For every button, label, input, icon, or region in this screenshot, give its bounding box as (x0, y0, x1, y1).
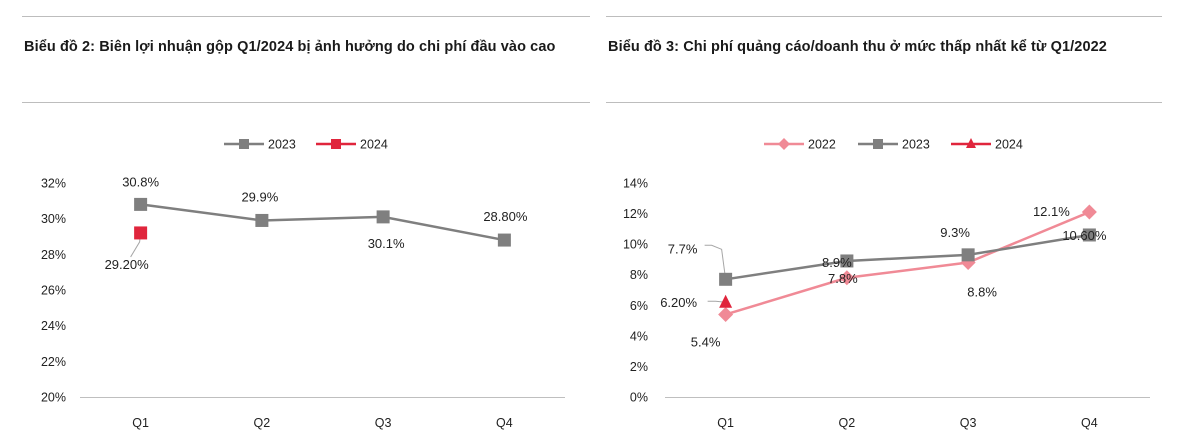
chart3-series-line-2022 (725, 210, 1090, 316)
chart2-point-2023 (255, 213, 269, 227)
chart2-y-tick-label: 26% (41, 284, 66, 298)
chart3-legend-marker-2023 (873, 139, 883, 149)
chart2-legend-marker-2024 (331, 139, 341, 149)
chart2-legend-marker-2023 (239, 139, 249, 149)
chart3-data-label-2023: 8.9% (822, 255, 852, 270)
chart3-data-label-2022: 7.8% (828, 271, 858, 286)
chart2-y-tick-label: 22% (41, 355, 66, 369)
chart2-title: Biểu đồ 2: Biên lợi nhuận gộp Q1/2024 bị… (24, 39, 556, 55)
chart2-point-2023 (134, 197, 148, 211)
chart3-legend-marker-2024 (966, 138, 976, 148)
chart2-series-line-2023 (140, 203, 505, 242)
chart3-data-label-2023: 10.60% (1062, 228, 1107, 243)
chart2-y-tick-label: 30% (41, 212, 66, 226)
chart3-y-tick-label: 6% (630, 299, 648, 313)
chart3-y-tick-label: 14% (623, 177, 648, 191)
chart3-legend-label-2022: 2022 (808, 138, 836, 152)
chart3-point-2023 (961, 248, 975, 262)
chart2-point-2024 (134, 226, 148, 240)
chart3-point-2022 (1081, 204, 1097, 220)
chart2-point-2023 (376, 210, 390, 224)
chart3-data-label-2023: 9.3% (940, 225, 970, 240)
chart2-point-2023 (497, 233, 511, 247)
chart3-title: Biểu đồ 3: Chi phí quảng cáo/doanh thu ở… (608, 39, 1107, 55)
chart2-data-label-2023: 30.1% (368, 236, 405, 251)
chart2-y-tick-label: 20% (41, 391, 66, 405)
title-rule-left (22, 102, 590, 103)
chart3-legend-marker-2022 (778, 138, 790, 150)
chart3-ad-cost-ratio: 0% 2% 4% 6% 8% 10% 12% 14% Q1 Q2 Q3 Q4 2022 2023 2024 5… (623, 138, 1150, 430)
chart3-y-tick-label: 8% (630, 268, 648, 282)
chart3-y-tick-label: 4% (630, 329, 648, 343)
chart2-data-label-2023: 30.8% (122, 174, 159, 189)
chart2-y-tick-label: 32% (41, 177, 66, 191)
chart3-legend-label-2023: 2023 (902, 138, 930, 152)
chart2-legend-label-2024: 2024 (360, 138, 388, 152)
chart3-x-tick-label: Q2 (839, 416, 856, 430)
chart3-x-tick-label: Q1 (717, 416, 734, 430)
chart3-point-2022 (718, 306, 734, 322)
chart2-data-label-2023: 29.9% (241, 189, 278, 204)
chart3-y-tick-label: 0% (630, 391, 648, 405)
chart3-data-label-2022: 12.1% (1033, 204, 1070, 219)
chart2-x-tick-label: Q1 (132, 416, 149, 430)
chart3-point-2022 (839, 270, 855, 286)
chart2-data-label-2023: 28.80% (483, 209, 528, 224)
chart3-data-label-2024: 6.20% (660, 295, 697, 310)
chart2-y-tick-label: 24% (41, 319, 66, 333)
chart2-x-tick-label: Q2 (254, 416, 271, 430)
chart3-x-tick-label: Q4 (1081, 416, 1098, 430)
chart3-series-line-2023 (725, 233, 1090, 281)
chart2-gross-margin: 20% 22% 24% 26% 28% 30% 32% Q1 Q2 Q3 Q4 2023 2024 30.… (41, 138, 565, 430)
chart2-x-tick-label: Q4 (496, 416, 513, 430)
chart3-legend-label-2024: 2024 (995, 138, 1023, 152)
top-rule-right (606, 16, 1162, 17)
chart3-data-label-2023: 7.7% (668, 241, 698, 256)
chart3-y-tick-label: 12% (623, 207, 648, 221)
chart2-legend-label-2023: 2023 (268, 138, 296, 152)
chart3-y-tick-label: 10% (623, 238, 648, 252)
chart2-data-label-2024: 29.20% (105, 257, 150, 272)
chart3-point-2023 (719, 272, 733, 286)
chart3-x-tick-label: Q3 (960, 416, 977, 430)
chart3-leader-line (704, 244, 727, 280)
top-rule-left (22, 16, 590, 17)
chart3-point-2023 (840, 254, 854, 268)
chart3-point-2023 (1082, 228, 1096, 242)
chart2-x-tick-label: Q3 (375, 416, 392, 430)
chart2-y-tick-label: 28% (41, 248, 66, 262)
title-rule-right (606, 102, 1162, 103)
chart3-data-label-2022: 5.4% (691, 334, 721, 349)
chart3-point-2024 (719, 294, 733, 308)
chart3-data-label-2022: 8.8% (967, 284, 997, 299)
chart3-y-tick-label: 2% (630, 360, 648, 374)
